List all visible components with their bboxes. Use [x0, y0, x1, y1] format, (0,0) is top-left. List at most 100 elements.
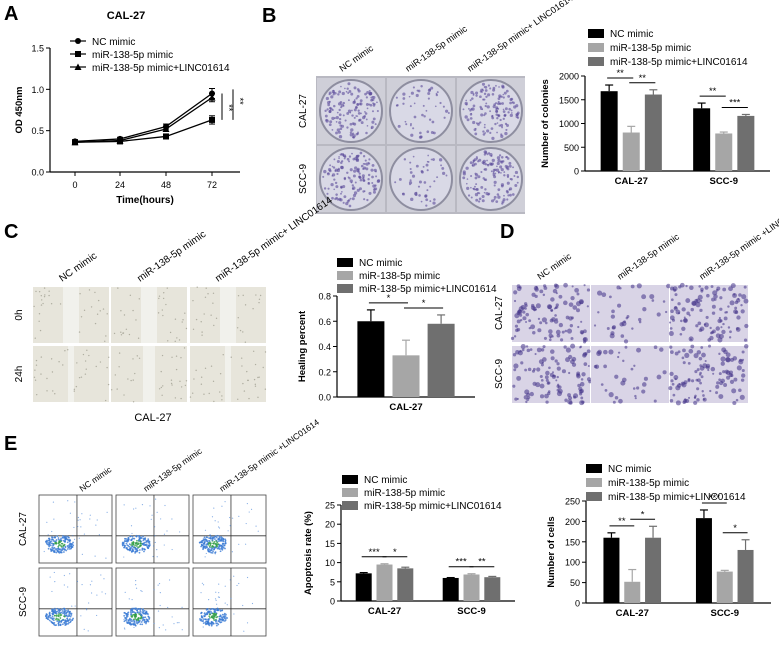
event-dot — [136, 622, 139, 625]
colony-dot — [462, 108, 465, 111]
colony-dot — [433, 198, 436, 201]
cell-dot — [674, 351, 679, 356]
event-dot — [66, 548, 69, 550]
flow-plot — [38, 567, 113, 637]
cell-dot — [723, 383, 728, 388]
colony-dot — [483, 114, 486, 117]
cell-dot — [669, 371, 674, 376]
event-dot — [50, 540, 53, 543]
event-dot — [53, 550, 56, 553]
event-dot — [208, 599, 210, 601]
cell-dot — [524, 304, 528, 308]
cell-dot — [711, 311, 716, 315]
cell-dot — [556, 362, 560, 366]
event-dot — [48, 545, 51, 548]
cell-dot — [516, 375, 522, 381]
colony-dot — [371, 98, 375, 102]
colony-dot — [486, 159, 488, 162]
cell-dot — [132, 309, 134, 312]
cell-dot — [668, 321, 672, 324]
colony-dot — [357, 111, 361, 115]
cell-dot — [244, 304, 247, 306]
cell-dot — [253, 378, 256, 381]
cell-dot — [719, 307, 723, 311]
colony-dot — [417, 185, 421, 188]
colony-dot — [432, 201, 436, 205]
colony-dot — [470, 186, 472, 189]
event-dot — [53, 540, 56, 543]
colony-dot — [472, 93, 475, 96]
cell-dot — [621, 377, 627, 383]
cell-dot — [104, 399, 107, 402]
cell-dot — [693, 400, 698, 405]
transwell-image — [591, 346, 669, 403]
legend-marker — [74, 63, 82, 70]
cell-dot — [222, 354, 224, 356]
cell-dot — [110, 389, 113, 391]
cell-dot — [574, 287, 579, 293]
cell-dot — [542, 345, 546, 349]
event-dot — [222, 546, 225, 549]
legend-entry: miR-138-5p mimic+LINC01614 — [610, 57, 748, 68]
event-dot — [217, 596, 220, 598]
cell-dot — [520, 361, 524, 365]
cell-dot — [580, 331, 584, 335]
event-dot — [217, 623, 220, 626]
colony-dot — [341, 91, 345, 96]
event-dot — [51, 615, 54, 618]
colony-dot — [484, 85, 488, 89]
cell-dot — [675, 400, 681, 406]
colony-dot — [514, 170, 519, 175]
event-dot — [221, 538, 224, 541]
colony-dot — [342, 114, 345, 117]
event-dot — [210, 615, 213, 618]
cell-dot — [96, 313, 99, 315]
y-tick-label: 2000 — [559, 72, 579, 82]
event-dot — [213, 548, 215, 551]
event-dot — [202, 539, 205, 542]
cell-dot — [534, 294, 538, 299]
cell-dot — [687, 361, 691, 365]
cell-dot — [684, 352, 690, 358]
colony-dot — [369, 103, 373, 107]
column-label: miR-138-5p mimic — [615, 231, 681, 281]
colony-plate-grid — [316, 76, 525, 214]
cell-dot — [623, 339, 629, 344]
colony-dot — [500, 156, 504, 159]
y-tick-label: 250 — [565, 497, 580, 507]
event-dot — [139, 609, 142, 611]
event-dot — [130, 623, 133, 626]
colony-dot — [348, 155, 352, 158]
cell-dot — [729, 300, 735, 306]
colony-dot — [359, 103, 362, 106]
event-dot — [130, 611, 132, 614]
event-dot — [133, 626, 135, 629]
cell-dot — [548, 333, 553, 338]
cell-dot — [529, 391, 534, 397]
colony-dot — [469, 117, 473, 120]
event-dot — [139, 623, 142, 626]
colony-dot — [371, 110, 374, 113]
colony-dot — [346, 157, 350, 161]
cell-dot — [125, 328, 128, 330]
event-dot — [215, 542, 217, 545]
cell-dot — [568, 302, 574, 307]
cell-dot — [555, 318, 558, 321]
cell-dot — [120, 331, 122, 333]
cell-dot — [242, 294, 244, 297]
cell-dot — [90, 306, 93, 308]
colony-dot — [500, 183, 505, 187]
event-dot — [66, 619, 69, 622]
colony-dot — [496, 161, 500, 166]
event-dot — [211, 516, 214, 518]
event-dot — [223, 614, 226, 616]
cell-dot — [94, 322, 97, 325]
event-dot — [238, 582, 240, 585]
event-dot — [201, 582, 204, 584]
cell-dot — [527, 396, 531, 399]
colony-dot — [502, 96, 505, 99]
cell-dot — [76, 362, 78, 364]
colony-dot — [516, 181, 519, 184]
x-category-label: CAL-27 — [389, 402, 422, 413]
